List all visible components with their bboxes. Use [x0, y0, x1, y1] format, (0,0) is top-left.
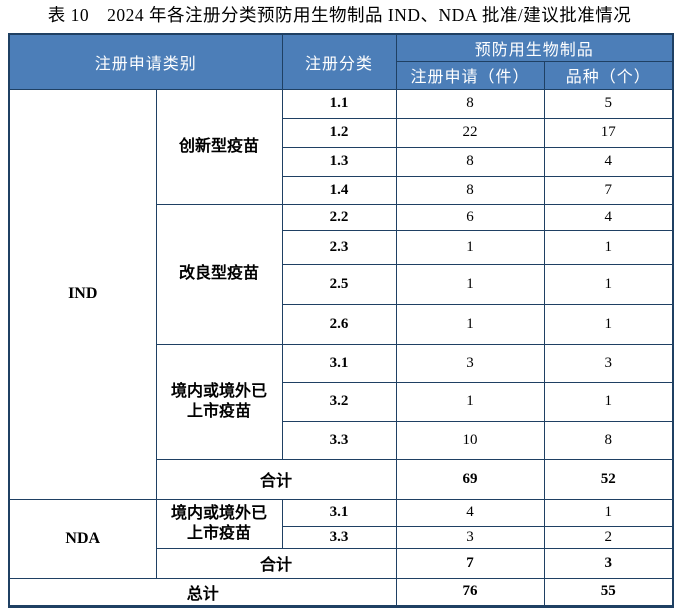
header-preventive-biologics-group: 预防用生物制品 [395, 33, 674, 62]
classification-code: 2.5 [281, 263, 397, 305]
table-row: 3.3 3 2 [9, 525, 674, 549]
grand-total-varieties-value: 55 [543, 577, 674, 607]
header-applications-count: 注册申请（件） [395, 60, 545, 90]
table-row: 3.3 10 8 [9, 420, 674, 460]
varieties-value: 1 [543, 498, 674, 527]
grand-total-applications-value: 76 [395, 577, 545, 607]
applications-value: 1 [395, 229, 545, 265]
subtotal-applications-value: 69 [395, 458, 545, 500]
applications-value: 4 [395, 498, 545, 527]
applications-value: 8 [395, 175, 545, 205]
classification-code: 2.6 [281, 303, 397, 345]
classification-code: 1.2 [281, 117, 397, 148]
vaccine-type-marketed: 境内或境外已上市疫苗 [155, 498, 283, 549]
table-row: NDA 境内或境外已上市疫苗 3.1 4 1 [8, 498, 674, 579]
varieties-value: 1 [543, 381, 674, 422]
applications-value: 1 [395, 263, 545, 305]
classification-code: 3.3 [281, 420, 397, 460]
varieties-value: 17 [543, 117, 674, 148]
classification-code: 1.1 [281, 88, 397, 119]
classification-code: 2.3 [281, 229, 397, 265]
vaccine-type-improved: 改良型疫苗 [155, 203, 283, 345]
applications-value: 1 [395, 303, 545, 345]
table-title: 表 10 2024 年各注册分类预防用生物制品 IND、NDA 批准/建议批准情… [47, 5, 632, 25]
vaccine-type-innovative: 创新型疫苗 [155, 88, 283, 205]
table-row: 1.4 8 7 [9, 175, 674, 205]
classification-code: 2.2 [281, 203, 397, 231]
classification-code: 3.2 [281, 381, 397, 422]
applications-value: 8 [395, 88, 545, 119]
varieties-value: 3 [543, 343, 674, 383]
varieties-value: 1 [543, 263, 674, 305]
table-row: 1.2 22 17 [9, 117, 674, 148]
subtotal-applications-value: 7 [395, 547, 545, 579]
applications-value: 8 [395, 146, 545, 177]
applications-value: 1 [395, 381, 545, 422]
varieties-value: 5 [543, 88, 674, 119]
grand-total-row: 总计 76 55 [8, 577, 674, 607]
varieties-value: 1 [543, 303, 674, 345]
table-row: 3.2 1 1 [9, 381, 674, 422]
varieties-value: 1 [543, 229, 674, 265]
classification-code: 3.1 [281, 343, 397, 383]
header-registration-classification: 注册分类 [281, 33, 397, 90]
subtotal-label: 合计 [155, 547, 397, 579]
header-varieties-count: 品种（个） [543, 60, 674, 90]
grand-total-label: 总计 [8, 577, 397, 607]
subtotal-varieties-value: 52 [543, 458, 674, 500]
applications-value: 6 [395, 203, 545, 231]
subtotal-label: 合计 [155, 458, 397, 500]
header-row-2: 注册申请（件） 品种（个） [9, 60, 674, 90]
classification-code: 1.4 [281, 175, 397, 205]
subtotal-row-nda: 合计 7 3 [9, 547, 674, 579]
applications-value: 3 [395, 343, 545, 383]
subtotal-row-ind: 合计 69 52 [9, 458, 674, 500]
vaccine-type-marketed: 境内或境外已上市疫苗 [155, 343, 283, 460]
header-application-category: 注册申请类别 [8, 33, 283, 90]
varieties-value: 8 [543, 420, 674, 460]
varieties-value: 7 [543, 175, 674, 205]
applications-value: 22 [395, 117, 545, 148]
applications-value: 3 [395, 525, 545, 549]
classification-code: 1.3 [281, 146, 397, 177]
varieties-value: 2 [543, 525, 674, 549]
applications-value: 10 [395, 420, 545, 460]
classification-code: 3.1 [281, 498, 397, 527]
table-row: IND 创新型疫苗 1.1 8 5 [8, 88, 674, 500]
table-row: 2.5 1 1 [9, 263, 674, 305]
varieties-value: 4 [543, 203, 674, 231]
header-row-1: 注册申请类别 注册分类 预防用生物制品 [8, 33, 674, 90]
section-label-ind: IND [8, 88, 157, 500]
table-row: 1.3 8 4 [9, 146, 674, 177]
section-label-nda: NDA [8, 498, 157, 579]
varieties-value: 4 [543, 146, 674, 177]
classification-code: 3.3 [281, 525, 397, 549]
vaccine-approval-table: 注册申请类别 注册分类 预防用生物制品 注册申请（件） 品种（个） IND 创新… [8, 33, 675, 608]
table-row: 改良型疫苗 2.2 6 4 [9, 203, 674, 345]
subtotal-varieties-value: 3 [543, 547, 674, 579]
